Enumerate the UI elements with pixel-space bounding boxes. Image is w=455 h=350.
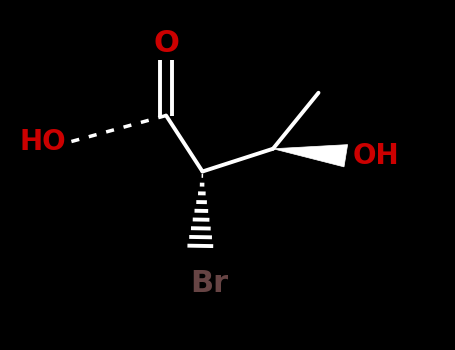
Text: OH: OH [353, 142, 399, 170]
Polygon shape [273, 145, 348, 167]
Text: Br: Br [190, 270, 228, 299]
Text: HO: HO [20, 128, 66, 156]
Text: O: O [153, 29, 179, 58]
